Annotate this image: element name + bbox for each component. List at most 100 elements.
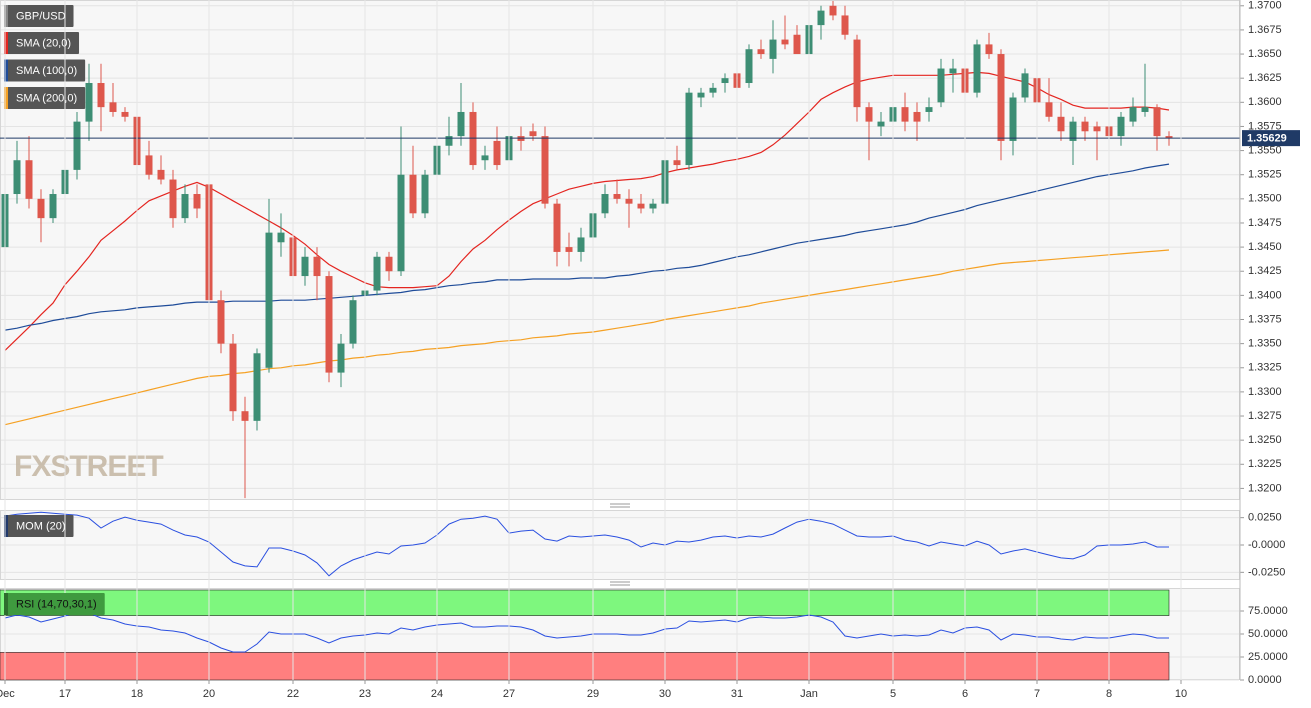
candle-body [397,174,405,272]
y-tick-label: 1.3375 [1248,313,1282,325]
x-tick-label: 8 [1106,688,1112,700]
legend-label: SMA (200,0) [16,92,77,104]
y-tick-label: 1.3500 [1248,193,1282,205]
candle-body [1153,107,1161,137]
y-tick-label: 1.3325 [1248,362,1282,374]
legend-swatch [4,32,8,54]
y-tick-label: 1.3300 [1248,386,1282,398]
candle-body [757,49,765,55]
candle-body [169,179,177,219]
y-tick-label: 1.3200 [1248,482,1282,494]
candle-body [577,237,585,252]
legend-box [4,5,74,27]
candle-body [181,194,189,219]
legend-box [4,593,105,615]
candle-body [673,160,681,166]
legend-swatch [4,593,8,615]
candle-body [457,111,465,137]
candle-body [241,411,249,421]
candle-body [109,102,117,112]
last-price-box [1242,130,1300,147]
candle-body [1165,136,1173,139]
legend-label: MOM (20) [16,520,66,532]
x-tick-label: 18 [131,688,143,700]
x-tick-label: 31 [731,688,743,700]
candle-body [481,155,489,161]
y-tick-label: 1.3600 [1248,96,1282,108]
x-tick-label: 30 [659,688,671,700]
candle-body [937,68,945,103]
legend-label: SMA (20,0) [16,37,71,49]
candle-body [745,49,753,84]
candle-body [877,121,885,127]
candle-body [229,343,237,412]
candle-body [817,10,825,26]
candle-body [985,44,993,55]
legend-swatch [4,59,8,82]
legend-box [4,32,80,54]
candle-body [793,34,801,55]
y-tick-label: 1.3400 [1248,289,1282,301]
legend-label: GBP/USD [16,10,66,22]
candle-body [553,203,561,252]
candle-body [973,44,981,93]
candle-body [1045,102,1053,117]
x-tick-label: 7 [1034,688,1040,700]
candle-body [913,111,921,122]
legend-label: RSI (14,70,30,1) [16,598,97,610]
y-tick-label: 1.3275 [1248,410,1282,422]
sma-line [4,249,1170,426]
candle-body [853,39,861,108]
x-tick-label: Jan [800,688,818,700]
y-tick-label: 1.3525 [1248,169,1282,181]
x-tick-label: 24 [431,688,443,700]
y-tick-label: 75.0000 [1248,605,1288,617]
y-tick-label: 1.3700 [1248,0,1282,12]
candle-body [997,54,1005,141]
candle-body [373,256,381,291]
candle-body [565,247,573,252]
y-tick-label: 1.3250 [1248,434,1282,446]
x-tick-label: 23 [359,688,371,700]
oversold-band [0,652,1170,681]
candle-body [769,39,777,59]
candle-body [637,203,645,209]
y-tick-label: 1.3475 [1248,217,1282,229]
indicator-line [4,511,1169,577]
x-tick-label: 10 [1175,688,1187,700]
candle-body [265,232,273,368]
overbought-band [0,589,1170,616]
candle-body [73,121,81,170]
x-tick-label: 6 [962,688,968,700]
candle-body [829,5,837,16]
candle-body [193,194,201,209]
legend-swatch [4,515,8,537]
candle-body [1093,126,1101,132]
x-tick-label: 29 [587,688,599,700]
candle-body [85,83,93,122]
candle-body [709,87,717,93]
candle-body [1069,121,1077,141]
candle-body [121,111,129,117]
y-tick-label: 25.0000 [1248,651,1288,663]
candle-body [649,203,657,209]
candle-body [445,136,453,146]
x-tick-label: 22 [287,688,299,700]
candle-body [13,160,21,195]
candle-body [625,198,633,204]
candle-body [925,107,933,112]
y-tick-label: 1.3225 [1248,458,1282,470]
y-tick-label: 1.3550 [1248,144,1282,156]
watermark: FXSTREET [14,450,163,483]
candle-body [1081,121,1089,132]
candle-body [781,39,789,45]
candle-body [349,300,357,344]
candle-body [157,169,165,180]
candle-body [301,256,309,277]
candle-body [421,174,429,214]
candle-body [25,160,33,199]
y-tick-label: 0.0000 [1248,674,1282,686]
candle-body [529,131,537,137]
y-tick-label: 1.3650 [1248,48,1282,60]
